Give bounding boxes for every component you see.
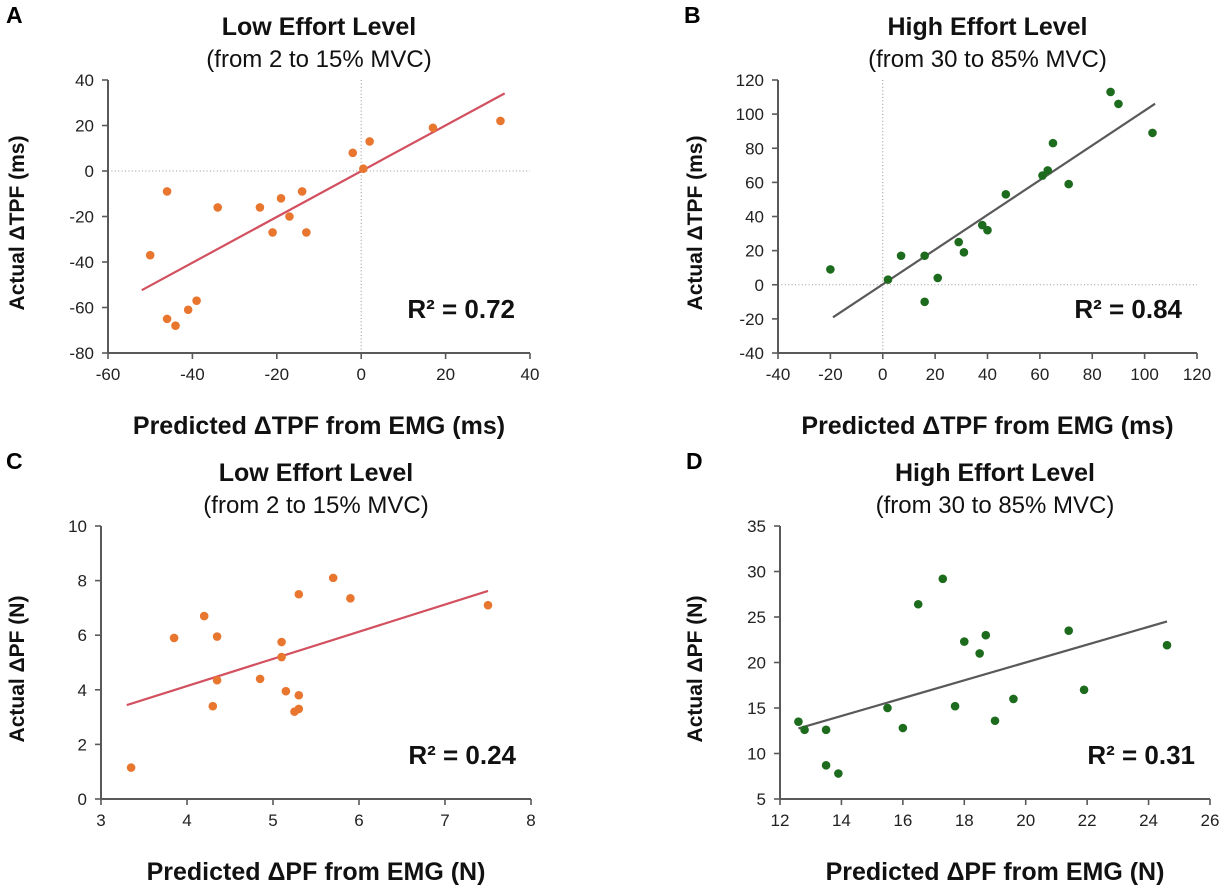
svg-text:R² = 0.84: R² = 0.84 bbox=[1074, 294, 1182, 324]
svg-text:80: 80 bbox=[745, 139, 764, 158]
svg-text:20: 20 bbox=[436, 365, 455, 384]
svg-text:Predicted ΔPF from EMG (N): Predicted ΔPF from EMG (N) bbox=[147, 858, 486, 886]
svg-text:10: 10 bbox=[68, 517, 87, 536]
svg-text:120: 120 bbox=[1183, 365, 1211, 384]
svg-text:60: 60 bbox=[1030, 365, 1049, 384]
svg-text:25: 25 bbox=[747, 608, 766, 627]
svg-text:3: 3 bbox=[96, 811, 105, 830]
svg-text:20: 20 bbox=[1016, 811, 1035, 830]
svg-text:2: 2 bbox=[78, 735, 87, 754]
svg-text:-20: -20 bbox=[69, 208, 94, 227]
svg-text:4: 4 bbox=[182, 811, 191, 830]
svg-text:6: 6 bbox=[78, 626, 87, 645]
svg-text:R² = 0.31: R² = 0.31 bbox=[1087, 740, 1195, 770]
svg-text:7: 7 bbox=[440, 811, 449, 830]
svg-text:40: 40 bbox=[978, 365, 997, 384]
svg-text:100: 100 bbox=[736, 105, 764, 124]
svg-text:20: 20 bbox=[745, 242, 764, 261]
svg-text:-60: -60 bbox=[69, 299, 94, 318]
svg-text:40: 40 bbox=[745, 208, 764, 227]
svg-text:120: 120 bbox=[736, 71, 764, 90]
svg-text:-40: -40 bbox=[69, 253, 94, 272]
svg-text:R² = 0.72: R² = 0.72 bbox=[407, 294, 515, 324]
svg-text:15: 15 bbox=[747, 699, 766, 718]
svg-text:0: 0 bbox=[878, 365, 887, 384]
svg-text:18: 18 bbox=[955, 811, 974, 830]
svg-text:80: 80 bbox=[1083, 365, 1102, 384]
svg-text:16: 16 bbox=[893, 811, 912, 830]
svg-text:30: 30 bbox=[747, 563, 766, 582]
svg-text:Predicted ΔPF from EMG (N): Predicted ΔPF from EMG (N) bbox=[826, 858, 1165, 886]
svg-text:0: 0 bbox=[755, 276, 764, 295]
svg-text:0: 0 bbox=[85, 162, 94, 181]
svg-text:5: 5 bbox=[268, 811, 277, 830]
svg-text:20: 20 bbox=[926, 365, 945, 384]
svg-text:100: 100 bbox=[1130, 365, 1158, 384]
svg-text:4: 4 bbox=[78, 681, 87, 700]
svg-text:20: 20 bbox=[747, 654, 766, 673]
svg-text:-60: -60 bbox=[96, 365, 121, 384]
svg-text:24: 24 bbox=[1139, 811, 1158, 830]
svg-text:-40: -40 bbox=[180, 365, 205, 384]
svg-text:6: 6 bbox=[354, 811, 363, 830]
svg-text:-40: -40 bbox=[739, 344, 764, 363]
svg-text:0: 0 bbox=[78, 790, 87, 809]
svg-text:14: 14 bbox=[832, 811, 851, 830]
svg-text:-20: -20 bbox=[265, 365, 290, 384]
svg-text:5: 5 bbox=[757, 790, 766, 809]
svg-text:40: 40 bbox=[521, 365, 540, 384]
svg-text:35: 35 bbox=[747, 517, 766, 536]
svg-text:-20: -20 bbox=[739, 310, 764, 329]
svg-text:40: 40 bbox=[75, 71, 94, 90]
svg-text:R² = 0.24: R² = 0.24 bbox=[408, 740, 516, 770]
svg-text:20: 20 bbox=[75, 117, 94, 136]
svg-text:0: 0 bbox=[356, 365, 365, 384]
svg-text:12: 12 bbox=[771, 811, 790, 830]
svg-text:Predicted ΔTPF from EMG (ms): Predicted ΔTPF from EMG (ms) bbox=[133, 412, 505, 440]
svg-text:10: 10 bbox=[747, 745, 766, 764]
svg-text:-80: -80 bbox=[69, 344, 94, 363]
svg-text:22: 22 bbox=[1078, 811, 1097, 830]
svg-text:-40: -40 bbox=[766, 365, 791, 384]
svg-text:8: 8 bbox=[526, 811, 535, 830]
svg-text:60: 60 bbox=[745, 173, 764, 192]
svg-text:Predicted ΔTPF from EMG (ms): Predicted ΔTPF from EMG (ms) bbox=[801, 412, 1173, 440]
svg-text:26: 26 bbox=[1201, 811, 1220, 830]
svg-text:8: 8 bbox=[78, 572, 87, 591]
svg-text:-20: -20 bbox=[818, 365, 843, 384]
